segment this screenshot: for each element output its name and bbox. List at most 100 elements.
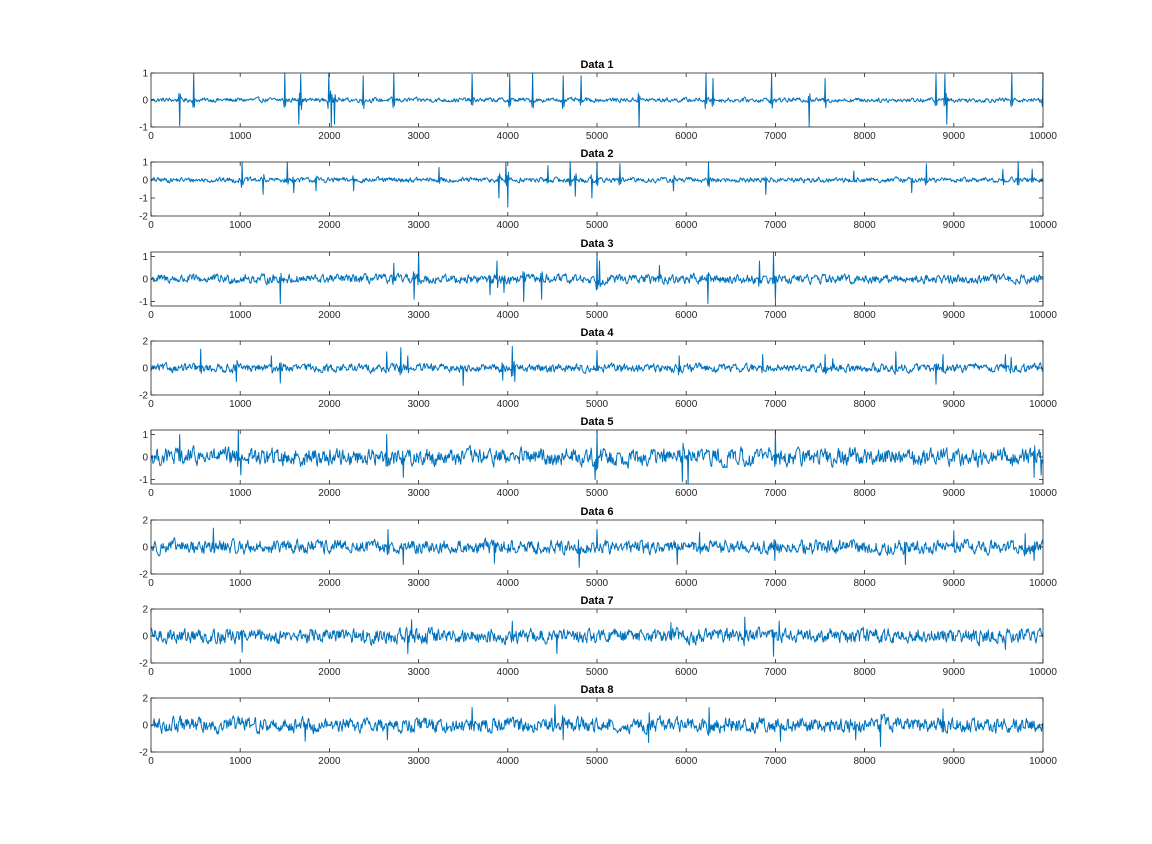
x-tick-label: 8000 (853, 578, 876, 589)
x-tick-label: 0 (148, 667, 154, 678)
x-tick-label: 6000 (675, 310, 698, 321)
x-tick-label: 7000 (764, 131, 787, 142)
y-tick-label: -2 (139, 391, 148, 402)
y-tick-label: -2 (139, 748, 148, 759)
x-tick-label: 9000 (943, 310, 966, 321)
x-tick-label: 7000 (764, 756, 787, 767)
x-tick-label: 0 (148, 220, 154, 231)
x-tick-label: 4000 (497, 310, 520, 321)
y-tick-label: 2 (142, 694, 148, 705)
y-tick-label: 0 (142, 453, 148, 464)
x-tick-label: 1000 (229, 220, 252, 231)
series-line (150, 161, 1044, 208)
x-tick-label: 5000 (586, 488, 609, 499)
y-tick-label: 1 (142, 430, 148, 441)
x-tick-label: 8000 (853, 131, 876, 142)
series-line (150, 251, 1044, 305)
x-tick-label: 5000 (586, 667, 609, 678)
x-tick-label: 3000 (407, 578, 430, 589)
x-tick-label: 3000 (407, 310, 430, 321)
y-tick-label: 1 (142, 158, 148, 169)
x-tick-label: 5000 (586, 399, 609, 410)
x-tick-label: 10000 (1029, 488, 1057, 499)
x-tick-label: 9000 (943, 578, 966, 589)
x-tick-label: 4000 (497, 399, 520, 410)
x-tick-label: 8000 (853, 667, 876, 678)
y-tick-label: 0 (142, 176, 148, 187)
subplot-4: Data 4 0 1000 2000 3000 4000 5000 6000 7000 8000 9… (139, 327, 1057, 410)
subplot-1: Data 1 0 1000 2000 3000 4000 5000 6000 7000 8000 9… (139, 59, 1057, 142)
y-tick-label: -2 (139, 212, 148, 223)
y-tick-label: -1 (139, 194, 148, 205)
x-tick-label: 5000 (586, 131, 609, 142)
x-tick-label: 1000 (229, 399, 252, 410)
x-tick-label: 3000 (407, 667, 430, 678)
subplot-6: Data 6 0 1000 2000 3000 4000 5000 6000 7000 8000 9… (139, 506, 1057, 589)
x-tick-label: 0 (148, 488, 154, 499)
x-tick-label: 2000 (318, 756, 341, 767)
subplot-2: Data 2 0 1000 2000 3000 4000 5000 6000 7000 8000 9… (139, 148, 1057, 231)
x-tick-label: 6000 (675, 399, 698, 410)
subplot-title: Data 6 (580, 506, 613, 518)
y-tick-label: 2 (142, 605, 148, 616)
y-tick-label: 0 (142, 275, 148, 286)
x-tick-label: 6000 (675, 667, 698, 678)
x-tick-label: 10000 (1029, 310, 1057, 321)
x-tick-label: 4000 (497, 220, 520, 231)
series-line (150, 527, 1044, 568)
x-tick-label: 5000 (586, 310, 609, 321)
x-tick-label: 10000 (1029, 131, 1057, 142)
x-tick-label: 2000 (318, 578, 341, 589)
y-tick-label: -2 (139, 659, 148, 670)
y-tick-label: 2 (142, 337, 148, 348)
x-tick-label: 4000 (497, 578, 520, 589)
series-line (150, 345, 1044, 387)
x-tick-label: 9000 (943, 667, 966, 678)
x-tick-label: 10000 (1029, 399, 1057, 410)
y-tick-label: 0 (142, 543, 148, 554)
x-tick-label: 2000 (318, 488, 341, 499)
x-tick-label: 0 (148, 310, 154, 321)
x-tick-label: 3000 (407, 399, 430, 410)
x-tick-label: 9000 (943, 220, 966, 231)
y-tick-label: -1 (139, 123, 148, 134)
x-tick-label: 10000 (1029, 667, 1057, 678)
x-tick-label: 6000 (675, 488, 698, 499)
x-tick-label: 4000 (497, 488, 520, 499)
x-tick-label: 3000 (407, 488, 430, 499)
x-tick-label: 0 (148, 399, 154, 410)
x-tick-label: 4000 (497, 667, 520, 678)
x-tick-label: 9000 (943, 399, 966, 410)
y-tick-label: -2 (139, 570, 148, 581)
x-tick-label: 7000 (764, 310, 787, 321)
x-tick-label: 7000 (764, 399, 787, 410)
y-tick-label: 2 (142, 516, 148, 527)
x-tick-label: 1000 (229, 488, 252, 499)
x-tick-label: 3000 (407, 756, 430, 767)
subplot-title: Data 4 (580, 327, 614, 339)
series-line (150, 72, 1044, 128)
x-tick-label: 5000 (586, 756, 609, 767)
y-tick-label: 0 (142, 632, 148, 643)
subplot-7: Data 7 0 1000 2000 3000 4000 5000 6000 7000 8000 9… (139, 595, 1057, 678)
x-tick-label: 10000 (1029, 756, 1057, 767)
x-tick-label: 7000 (764, 220, 787, 231)
subplot-title: Data 8 (580, 684, 613, 696)
subplot-3: Data 3 0 1000 2000 3000 4000 5000 6000 7000 8000 9… (139, 238, 1057, 321)
y-tick-label: 0 (142, 96, 148, 107)
x-tick-label: 0 (148, 131, 154, 142)
x-tick-label: 2000 (318, 131, 341, 142)
x-tick-label: 6000 (675, 220, 698, 231)
subplot-8: Data 8 0 1000 2000 3000 4000 5000 6000 7000 8000 9… (139, 684, 1057, 767)
x-tick-label: 6000 (675, 131, 698, 142)
x-tick-label: 7000 (764, 488, 787, 499)
x-tick-label: 4000 (497, 131, 520, 142)
series-line (150, 704, 1044, 748)
series-line (150, 616, 1044, 657)
y-tick-label: 0 (142, 721, 148, 732)
x-tick-label: 9000 (943, 756, 966, 767)
subplot-5: Data 5 0 1000 2000 3000 4000 5000 6000 7000 8000 9… (139, 416, 1057, 499)
x-tick-label: 8000 (853, 399, 876, 410)
